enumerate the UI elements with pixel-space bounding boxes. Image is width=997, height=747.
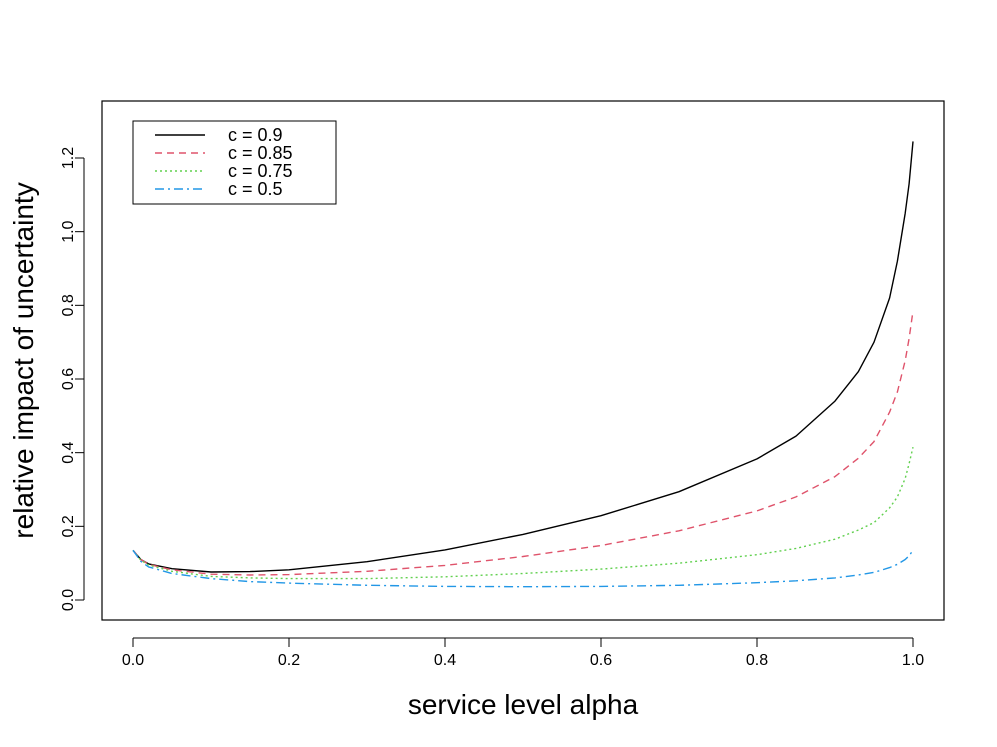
series-line-4 <box>132 549 914 588</box>
x-axis-title: service level alpha <box>408 689 639 720</box>
legend-label-4: c = 0.5 <box>228 179 283 199</box>
series-line-2 <box>132 310 914 576</box>
x-tick-label: 0.4 <box>434 652 456 669</box>
legend-label-1: c = 0.9 <box>228 125 283 145</box>
x-tick-label: 0.6 <box>590 652 612 669</box>
legend: c = 0.9c = 0.85c = 0.75c = 0.5 <box>132 120 337 205</box>
series-lines <box>132 141 914 588</box>
x-tick-label: 0.0 <box>122 652 144 669</box>
plot-frame <box>101 100 945 621</box>
x-tick-label: 0.2 <box>278 652 300 669</box>
y-tick-label: 0.8 <box>60 294 77 316</box>
axes: 0.0 0.2 0.4 0.6 0.8 1.0 0.0 0.2 0.4 0.6 0.8 1.0 1.2 <box>60 100 945 669</box>
y-tick-label: 0.2 <box>60 515 77 537</box>
legend-label-3: c = 0.75 <box>228 161 293 181</box>
y-tick-label: 1.2 <box>60 147 77 169</box>
y-tick-label: 0.4 <box>60 441 77 463</box>
y-axis-title: relative impact of uncertainty <box>8 182 39 538</box>
x-tick-label: 0.8 <box>746 652 768 669</box>
x-tick-label: 1.0 <box>902 652 924 669</box>
y-tick-label: 1.0 <box>60 220 77 242</box>
series-line-3 <box>132 446 914 580</box>
y-tick-label: 0.6 <box>60 368 77 390</box>
legend-label-2: c = 0.85 <box>228 143 293 163</box>
y-tick-label: 0.0 <box>60 589 77 611</box>
series-line-1 <box>132 141 914 573</box>
